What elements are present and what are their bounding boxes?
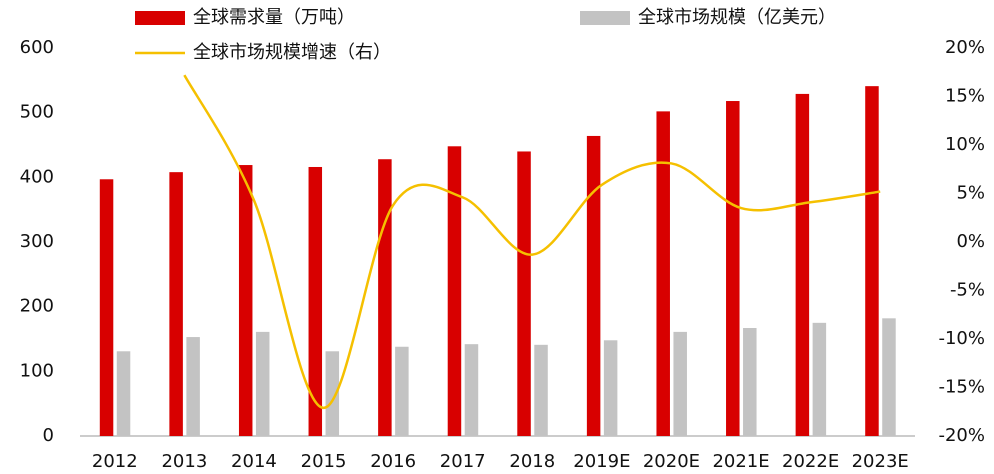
x-tick-label: 2014: [231, 451, 277, 472]
bar: [586, 135, 601, 437]
bar: [395, 346, 409, 436]
y2-tick-label: 10%: [945, 134, 985, 155]
legend-label: 全球市场规模（亿美元）: [638, 7, 836, 28]
bar: [812, 322, 827, 436]
y2-tick-label: -15%: [938, 377, 985, 398]
line: [183, 74, 881, 410]
bar: [447, 146, 462, 436]
bar: [99, 179, 114, 437]
y2-tick-label: 20%: [945, 37, 985, 58]
bar: [882, 318, 896, 436]
bar: [255, 331, 270, 436]
y-tick-label: 400: [20, 166, 54, 187]
y-tick-label: 300: [20, 231, 54, 252]
bar: [743, 328, 757, 436]
legend-swatch: [580, 11, 630, 25]
bar: [517, 151, 531, 436]
bar: [673, 331, 687, 436]
x-tick-label: 2019E: [573, 451, 630, 472]
x-tick-label: 2021E: [712, 451, 769, 472]
legend-swatch: [135, 11, 185, 25]
bar: [464, 344, 479, 436]
y-tick-label: 0: [43, 425, 54, 446]
y2-tick-label: -20%: [938, 425, 985, 446]
y2-tick-label: -5%: [950, 280, 985, 301]
bar: [325, 351, 340, 436]
x-tick-label: 2015: [301, 451, 347, 472]
x-tick-label: 2017: [440, 451, 486, 472]
x-tick-label: 2022E: [782, 451, 839, 472]
bar: [186, 337, 200, 436]
bar: [308, 166, 323, 436]
bar: [726, 101, 740, 436]
y2-tick-label: 5%: [956, 183, 985, 204]
legend-label: 全球需求量（万吨）: [193, 7, 355, 28]
bar: [603, 340, 618, 436]
bar: [534, 344, 548, 436]
bar: [169, 172, 183, 436]
x-tick-label: 2016: [370, 451, 416, 472]
x-tick-label: 2020E: [643, 451, 700, 472]
y2-tick-label: 15%: [945, 86, 985, 107]
y-tick-label: 600: [20, 37, 54, 58]
bar: [865, 86, 879, 437]
bar: [656, 111, 670, 436]
legend-label: 全球市场规模增速（右）: [193, 42, 391, 63]
x-tick-label: 2018: [509, 451, 555, 472]
x-tick-label: 2013: [161, 451, 207, 472]
bar: [378, 159, 392, 436]
bar: [238, 165, 253, 436]
x-tick-label: 2023E: [852, 451, 909, 472]
y-tick-label: 500: [20, 102, 54, 123]
y2-tick-label: -10%: [938, 328, 985, 349]
y-tick-label: 200: [20, 296, 54, 317]
bar: [795, 93, 810, 436]
y2-tick-label: 0%: [956, 231, 985, 252]
y-tick-label: 100: [20, 360, 54, 381]
bar: [116, 351, 131, 436]
x-tick-label: 2012: [92, 451, 138, 472]
